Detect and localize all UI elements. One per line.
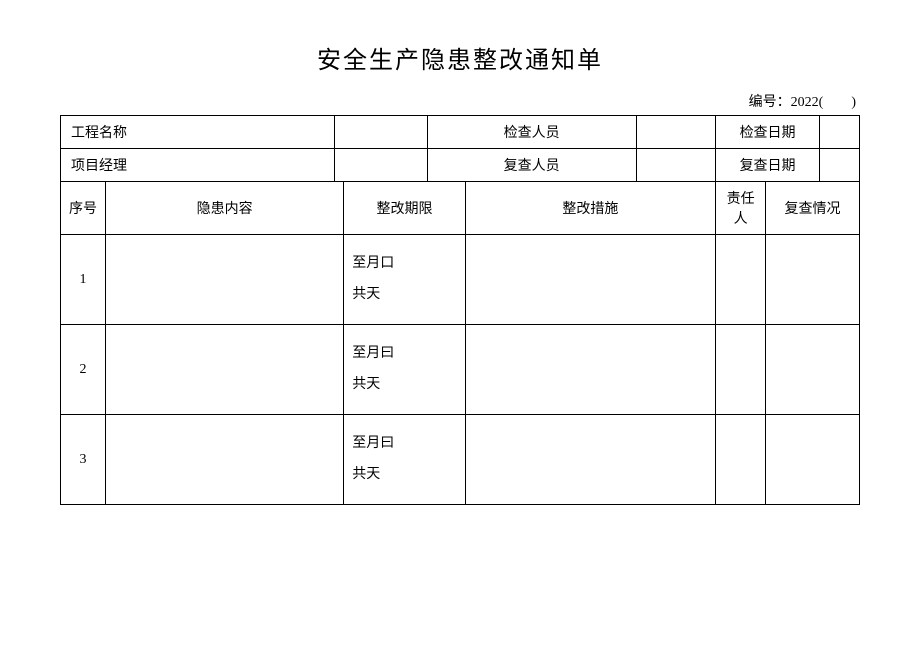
col-action: 整改措施	[465, 182, 715, 235]
cell-review-status	[766, 235, 860, 325]
reviewer-label: 复查人员	[427, 149, 636, 182]
table-row: 2 至月曰 共天	[61, 325, 860, 415]
cell-action	[465, 415, 715, 505]
deadline-line1: 至月曰	[352, 429, 456, 460]
project-name-value	[335, 116, 427, 149]
inspect-date-label: 检查日期	[716, 116, 820, 149]
col-hazard: 隐患内容	[106, 182, 344, 235]
col-review-status: 复查情况	[766, 182, 860, 235]
deadline-line1: 至月口	[352, 249, 456, 280]
doc-number-label: 编号：	[749, 95, 791, 110]
deadline-line2: 共天	[352, 460, 456, 491]
doc-number-close: )	[851, 95, 856, 110]
deadline-line2: 共天	[352, 280, 456, 311]
doc-number: 编号：2022( )	[60, 91, 860, 111]
project-name-label: 工程名称	[61, 116, 335, 149]
deadline-line1: 至月曰	[352, 339, 456, 370]
table-row: 1 至月口 共天	[61, 235, 860, 325]
cell-hazard	[106, 415, 344, 505]
col-responsible: 责任人	[716, 182, 766, 235]
review-date-label: 复查日期	[716, 149, 820, 182]
cell-deadline: 至月曰 共天	[344, 415, 465, 505]
cell-action	[465, 235, 715, 325]
cell-hazard	[106, 235, 344, 325]
cell-action	[465, 325, 715, 415]
col-seq: 序号	[61, 182, 106, 235]
sub-header-row: 序号 隐患内容 整改期限 整改措施 责任人 复查情况	[61, 182, 860, 235]
page-title: 安全生产隐患整改通知单	[60, 40, 860, 75]
manager-label: 项目经理	[61, 149, 335, 182]
cell-seq: 3	[61, 415, 106, 505]
cell-review-status	[766, 325, 860, 415]
inspect-date-value	[820, 116, 860, 149]
manager-value	[335, 149, 427, 182]
deadline-line2: 共天	[352, 370, 456, 401]
cell-responsible	[716, 415, 766, 505]
inspector-label: 检查人员	[427, 116, 636, 149]
cell-responsible	[716, 235, 766, 325]
header-row-2: 项目经理 复查人员 复查日期	[61, 149, 860, 182]
cell-deadline: 至月曰 共天	[344, 325, 465, 415]
cell-responsible	[716, 325, 766, 415]
cell-seq: 2	[61, 325, 106, 415]
header-row-1: 工程名称 检查人员 检查日期	[61, 116, 860, 149]
table-row: 3 至月曰 共天	[61, 415, 860, 505]
reviewer-value	[636, 149, 716, 182]
cell-review-status	[766, 415, 860, 505]
cell-deadline: 至月口 共天	[344, 235, 465, 325]
cell-hazard	[106, 325, 344, 415]
review-date-value	[820, 149, 860, 182]
inspector-value	[636, 116, 716, 149]
cell-seq: 1	[61, 235, 106, 325]
col-deadline: 整改期限	[344, 182, 465, 235]
form-table: 工程名称 检查人员 检查日期 项目经理 复查人员 复查日期 序号 隐患内容 整改…	[60, 115, 860, 505]
doc-number-year: 2022(	[791, 95, 824, 110]
